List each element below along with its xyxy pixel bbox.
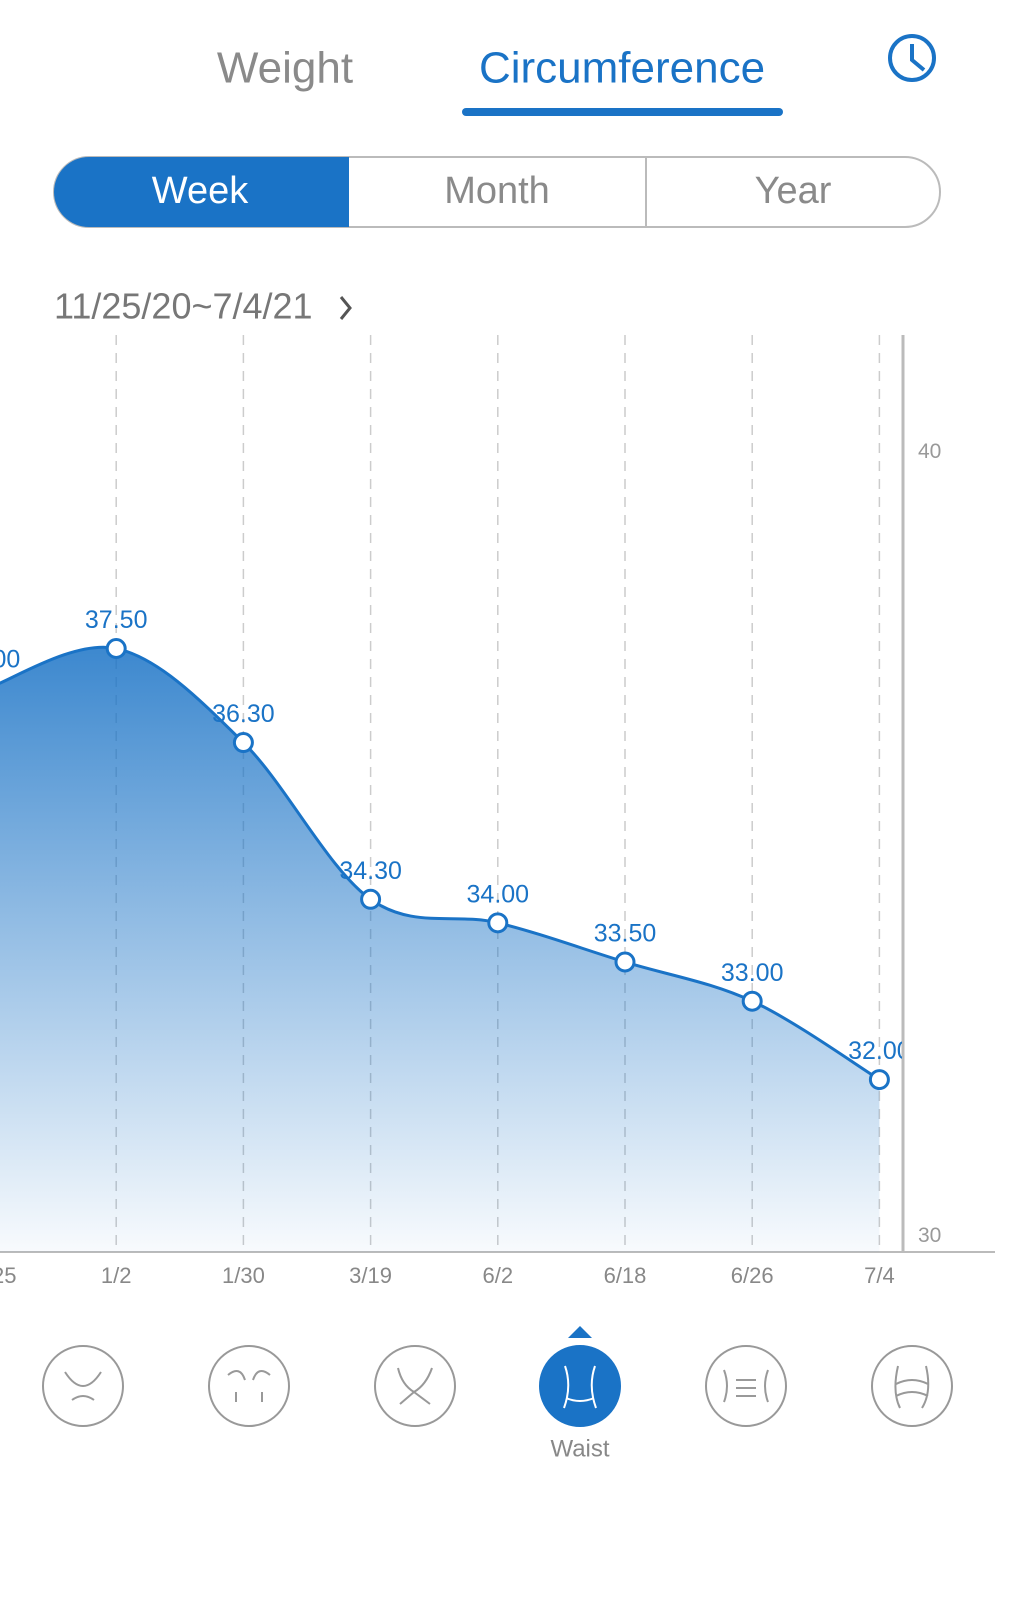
area-fill	[0, 647, 880, 1252]
segment[interactable]: Week	[152, 170, 249, 212]
icon	[227, 1370, 271, 1402]
data-point	[614, 951, 636, 973]
data-point	[360, 888, 382, 910]
part-button[interactable]	[208, 1345, 290, 1427]
part-button[interactable]	[705, 1345, 787, 1427]
x-tick-label: 6/26	[731, 1263, 774, 1288]
data-point	[105, 638, 127, 660]
segment[interactable]: Year	[755, 170, 832, 212]
selected-segment	[54, 157, 349, 227]
data-point	[741, 990, 763, 1012]
axis-labels: 30 40 12/25 1/2 1/30 3/19 6/2 6/18 6/26 7/4	[0, 440, 941, 1288]
x-tick-label: 7/4	[864, 1263, 895, 1288]
part-button[interactable]	[871, 1345, 953, 1427]
part-button[interactable]	[374, 1345, 456, 1427]
tab-underline	[462, 108, 783, 116]
x-tick-label: 6/18	[604, 1263, 647, 1288]
data-label: 37.00	[0, 645, 20, 673]
icon	[723, 1369, 769, 1403]
data-point	[232, 732, 254, 754]
tab[interactable]: Circumference	[479, 44, 765, 93]
data-label: 33.00	[721, 959, 784, 987]
icon	[894, 1365, 930, 1409]
history-icon[interactable]	[888, 34, 936, 82]
x-tick-label: 3/19	[349, 1263, 392, 1288]
part-button[interactable]	[42, 1345, 124, 1427]
y-tick-label: 30	[918, 1224, 941, 1247]
data-point	[487, 912, 509, 934]
data-label: 32.00	[848, 1037, 911, 1065]
chevron	[339, 296, 352, 320]
data-label: 34.30	[339, 857, 402, 885]
data-label: 34.00	[467, 880, 530, 908]
date-range[interactable]: 11/25/20~7/4/21	[54, 286, 313, 327]
line	[0, 645, 881, 1081]
selected-part-label: Waist	[550, 1435, 609, 1462]
tab[interactable]: Weight	[217, 44, 353, 93]
x-tick-label: 12/25	[0, 1263, 17, 1288]
y-tick-label: 40	[918, 440, 941, 463]
data-point	[868, 1069, 890, 1091]
plot: 37.00 37.50 36.30 34.30 34.00 33.50 33.00 32.00	[0, 335, 911, 1252]
part-button-selected[interactable]	[539, 1345, 621, 1427]
icon	[563, 1365, 597, 1409]
data-label: 37.50	[85, 606, 148, 634]
x-tick-label: 1/2	[101, 1263, 132, 1288]
icon	[397, 1367, 433, 1405]
body-part-selector	[42, 1326, 953, 1427]
data-label: 33.50	[594, 920, 657, 948]
x-tick-label: 6/2	[483, 1263, 514, 1288]
icon	[64, 1371, 102, 1401]
data-label: 36.30	[212, 700, 275, 728]
period-control: Week Month Year	[53, 156, 941, 228]
segment[interactable]: Month	[444, 170, 550, 212]
x-tick-label: 1/30	[222, 1263, 265, 1288]
selected-indicator	[568, 1326, 592, 1338]
